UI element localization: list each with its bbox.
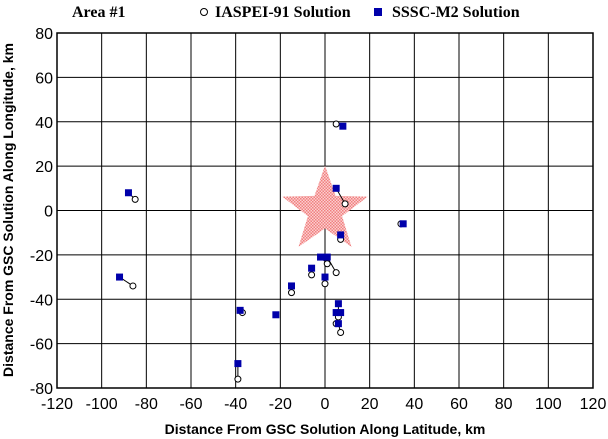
x-tick-label: -100 <box>86 396 118 413</box>
x-tick-label: -60 <box>179 396 202 413</box>
legend-circle-marker <box>200 8 208 16</box>
sssc-point <box>337 309 345 317</box>
sssc-point <box>334 300 342 308</box>
sssc-point <box>272 311 280 319</box>
iaspei-point <box>332 120 340 128</box>
iaspei-point <box>234 375 242 383</box>
sssc-point <box>308 264 316 272</box>
y-tick-label: -60 <box>30 337 53 354</box>
y-tick-label: -80 <box>30 381 53 398</box>
iaspei-point <box>341 200 349 208</box>
sssc-point <box>234 360 242 368</box>
x-tick-label: 20 <box>361 396 379 413</box>
sssc-point <box>321 273 329 281</box>
sssc-point <box>317 253 325 261</box>
y-tick-label: -40 <box>30 292 53 309</box>
sssc-point <box>339 122 347 130</box>
connector-lines <box>119 123 404 380</box>
sssc-point <box>116 273 124 281</box>
x-tick-label: 100 <box>535 396 562 413</box>
iaspei-point <box>332 269 340 277</box>
x-tick-label: -80 <box>135 396 158 413</box>
y-tick-label: 0 <box>44 204 53 221</box>
sssc-point <box>323 253 331 261</box>
x-axis-title: Distance From GSC Solution Along Latitud… <box>165 421 486 437</box>
sssc-point <box>124 189 132 197</box>
star-marker <box>282 165 368 247</box>
x-tick-label: 0 <box>321 396 330 413</box>
x-tick-label: -120 <box>41 396 73 413</box>
y-tick-label: 40 <box>35 115 53 132</box>
sssc-point <box>236 306 244 314</box>
legend-label-iaspei: IASPEI-91 Solution <box>215 4 351 21</box>
y-tick-label: 80 <box>35 26 53 43</box>
legend-square-marker <box>374 8 382 16</box>
legend: IASPEI-91 Solution SSSC-M2 Solution <box>200 4 520 21</box>
iaspei-point <box>288 289 295 297</box>
x-tick-label: 40 <box>405 396 423 413</box>
y-tick-label: 20 <box>35 159 53 176</box>
x-tick-label: 60 <box>450 396 468 413</box>
x-tick-label: -20 <box>269 396 292 413</box>
y-tick-label: 60 <box>35 70 53 87</box>
y-tick-label: -20 <box>30 248 53 265</box>
sssc-point <box>399 220 407 228</box>
iaspei-point <box>131 195 139 203</box>
sssc-point <box>288 282 295 290</box>
sssc-point <box>332 309 340 317</box>
plot-frame <box>56 32 594 389</box>
chart-title: Area #1 <box>72 4 125 21</box>
iaspei-point <box>337 329 345 337</box>
reference-star <box>282 165 368 247</box>
iaspei-point <box>323 260 331 268</box>
x-tick-label: 120 <box>580 396 607 413</box>
sssc-point <box>334 320 342 328</box>
sssc-point <box>332 184 340 192</box>
data-points <box>116 120 407 383</box>
y-axis-title: Distance From GSC Solution Along Longitu… <box>0 43 16 377</box>
legend-label-sssc: SSSC-M2 Solution <box>392 4 520 21</box>
iaspei-point <box>321 280 329 288</box>
iaspei-point <box>308 271 316 279</box>
iaspei-point <box>129 282 137 290</box>
tick-labels: -120 -100 -80 -60 -40 -20 0 20 40 60 80 100 120 80 60 4… <box>30 26 607 413</box>
x-tick-label: -40 <box>224 396 247 413</box>
x-tick-label: 80 <box>495 396 513 413</box>
sssc-point <box>337 231 345 239</box>
